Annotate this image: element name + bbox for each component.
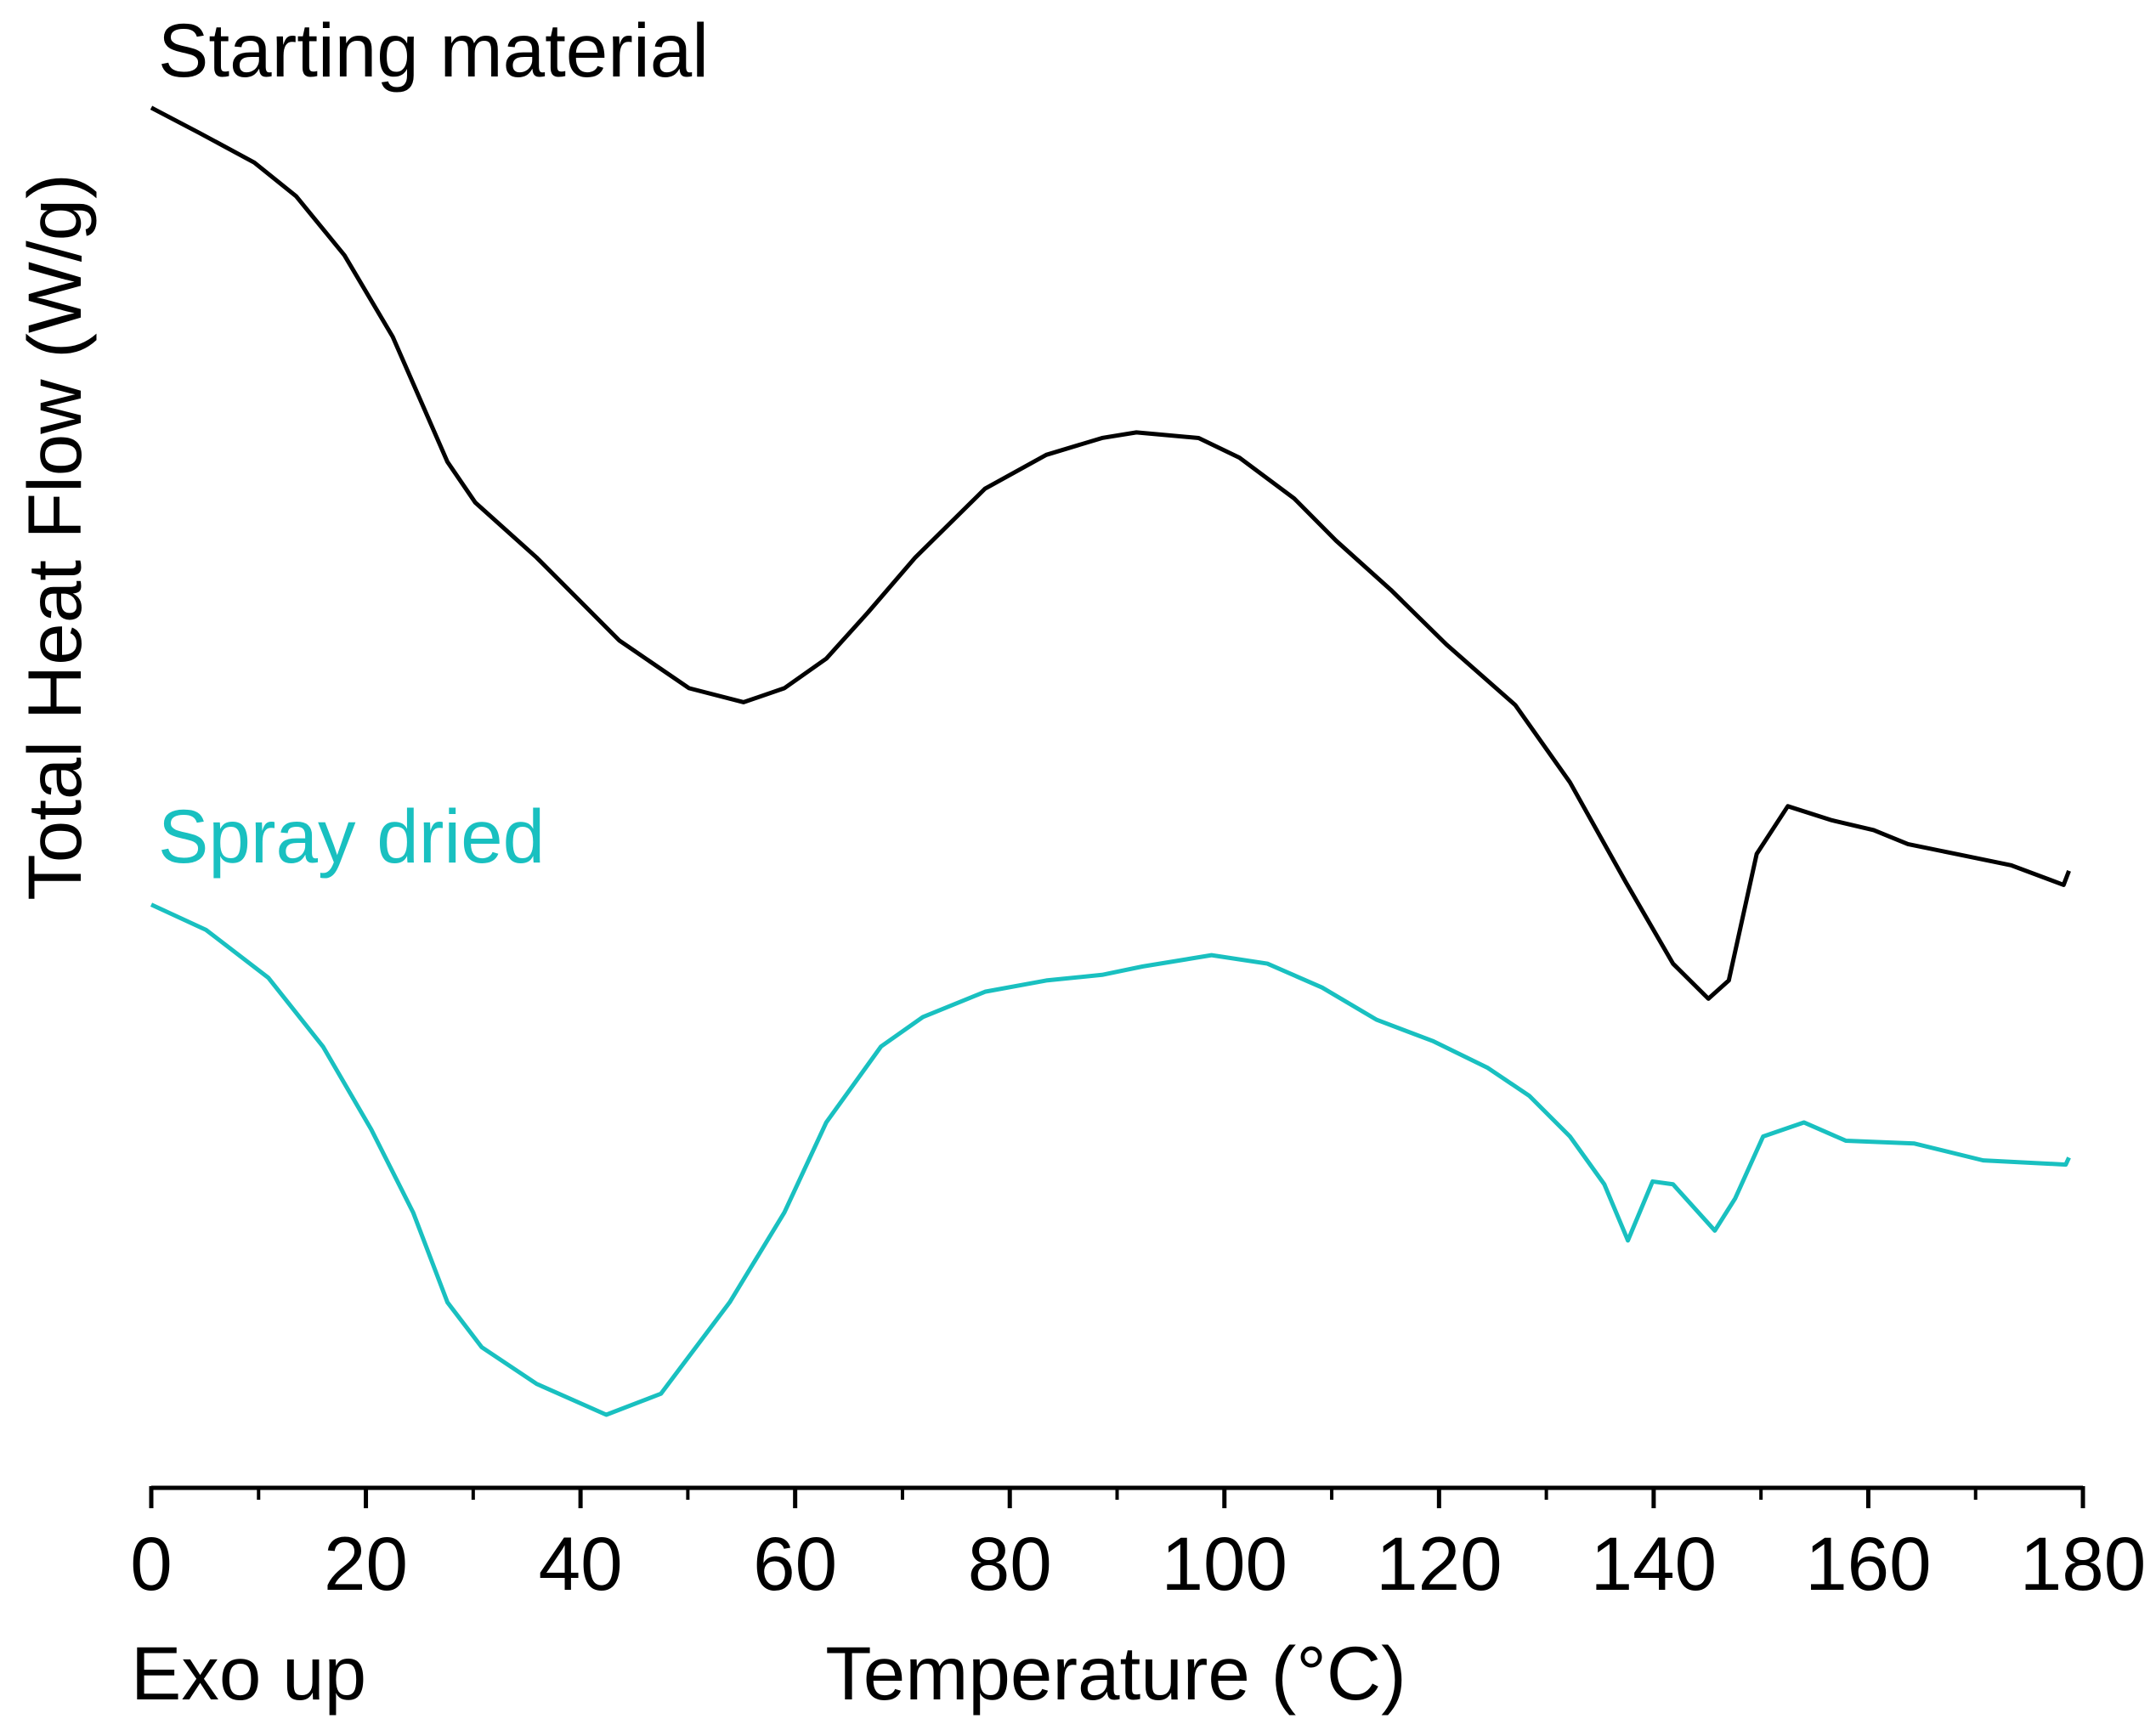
annotation: Exo up — [131, 1631, 366, 1716]
x-tick-label: 40 — [539, 1521, 623, 1606]
x-tick-label: 140 — [1591, 1521, 1717, 1606]
x-tick-label: 100 — [1162, 1521, 1288, 1606]
x-tick-label: 20 — [324, 1521, 408, 1606]
line — [150, 902, 2071, 1417]
x-tick-label: 180 — [2020, 1521, 2147, 1606]
x-tick-label: 0 — [130, 1521, 173, 1606]
series-label: Spray dried — [158, 794, 545, 879]
series-label: Starting material — [158, 8, 709, 93]
x-tick-label: 80 — [968, 1521, 1052, 1606]
line — [150, 105, 2071, 1001]
y-axis-label: Total Heat Flow (W/g) — [12, 173, 97, 901]
x-axis-label: Temperature (°C) — [825, 1631, 1406, 1716]
x-tick-label: 120 — [1376, 1521, 1502, 1606]
x-tick-label: 160 — [1805, 1521, 1932, 1606]
x-tick-label: 60 — [753, 1521, 837, 1606]
